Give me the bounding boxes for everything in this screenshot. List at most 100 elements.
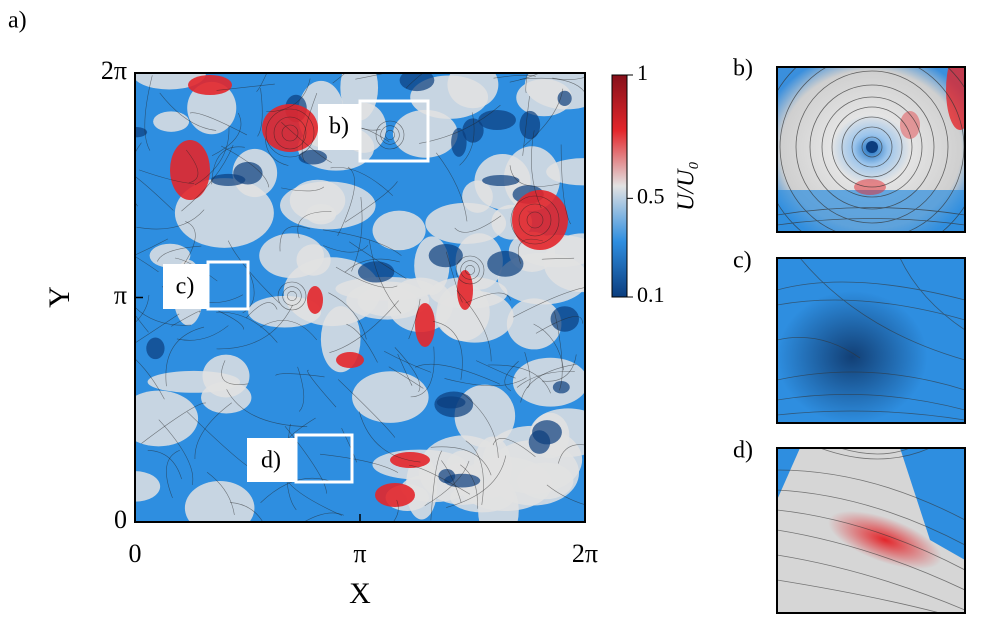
x-tick-label: 0 [129,539,142,568]
streamline [436,152,468,222]
colorbar-tick-label: 0.1 [637,282,665,307]
streamline [415,363,501,385]
streamline [541,257,575,260]
field-blob [418,435,508,505]
streamline [459,112,475,166]
y-tick-label: 0 [114,505,127,534]
inset-frame [776,66,966,233]
field-blob [436,396,466,409]
streamline [358,411,421,463]
streamline [533,323,565,371]
field-blob [188,75,232,95]
streamline [455,255,485,285]
streamline [397,353,413,386]
streamline [307,369,337,408]
streamline [323,245,369,253]
streamline [181,221,196,269]
streamline [135,307,191,326]
inset-d [777,448,965,613]
streamline [157,245,202,262]
field-blob [153,111,190,132]
inset-label: c) [733,248,752,274]
inset-label: d) [733,438,753,464]
field-blob [135,390,199,447]
streamline [456,290,492,362]
field-blob [146,337,165,360]
streamline [260,320,318,341]
streamline [380,125,400,145]
field-blob [528,430,551,454]
streamline [221,145,270,188]
streamline [445,251,463,303]
x-tick-label: π [353,539,366,568]
y-axis-label: Y [43,286,76,308]
field-blob [444,473,481,488]
streamline [344,258,400,273]
streamline [158,419,194,486]
streamline [135,401,136,403]
streamline [461,392,499,458]
streamline [147,450,182,480]
streamline [273,116,307,150]
field-blob [457,270,473,310]
streamline [518,203,552,237]
streamline [136,209,205,230]
streamline [277,281,307,311]
streamline [135,358,165,400]
inset-label: b) [733,56,753,82]
field-blob [451,127,467,157]
streamline [492,438,536,457]
streamline [444,377,527,387]
field-blob [392,109,458,158]
inset-frame [776,257,966,424]
streamline [287,291,297,301]
streamline [322,229,402,256]
streamline [297,366,305,412]
streamline [465,265,475,275]
field-blob [187,81,237,135]
streamline [330,167,394,196]
inset-b [777,67,965,232]
colorbar-tick-label: 0.5 [637,183,665,208]
streamline [135,313,180,344]
colorbar-label: U/U₀ [674,161,700,211]
streamline [526,211,544,229]
streamline [181,144,234,212]
field-blob [519,110,541,140]
streamline [430,446,492,476]
field-blob [425,202,507,244]
field-blob [307,286,323,314]
streamline [375,120,405,150]
streamline [531,130,542,209]
streamline [176,325,229,341]
streamline [487,364,551,394]
field-blob [305,204,337,225]
field-blob [462,118,484,143]
streamline [135,303,136,305]
streamline [329,300,399,353]
streamline [206,472,235,515]
streamline [509,73,541,83]
streamline [230,502,264,522]
streamline [454,215,502,233]
field-blob [487,250,524,277]
inset-c [777,258,965,423]
streamline [523,88,564,147]
streamline [460,260,480,280]
streamline [226,389,308,427]
streamline [135,256,159,273]
field-blob [202,354,250,398]
streamline [332,73,346,84]
field-blob [399,73,435,92]
x-tick-label: 2π [572,539,598,568]
field-blob [512,357,585,407]
streamline [216,311,278,343]
streamline [516,371,575,388]
field-blob [428,244,463,268]
streamline [297,211,332,239]
field-blob [233,161,263,185]
field-blob [262,104,318,152]
streamline [410,346,435,398]
streamline [346,323,378,363]
streamline [394,347,421,393]
